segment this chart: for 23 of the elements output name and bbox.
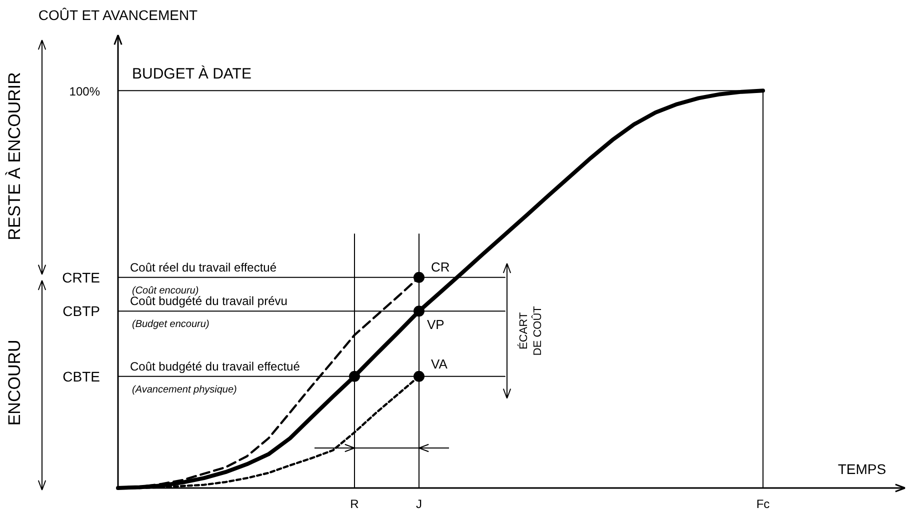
text: CRTE [62, 269, 100, 286]
annotation: VP [427, 317, 444, 332]
annotation: (Budget encouru) [132, 319, 210, 330]
x-tick-label: Fc [756, 497, 770, 511]
annotation: DE COÛT [531, 306, 544, 356]
annotation: (Avancement physique) [132, 384, 237, 396]
y-axis-title: COÛT ET AVANCEMENT [38, 7, 198, 23]
annotation: Coût réel du travail effectué [130, 260, 277, 274]
annotation: CR [431, 259, 450, 274]
annotation: (Coût encouru) [132, 285, 199, 296]
text: BUDGET À DATE [132, 64, 252, 83]
annotation: ÉCART [517, 312, 530, 350]
annotation: VA [431, 356, 448, 372]
text: CBTP [62, 303, 100, 320]
text: RESTE À ENCOURIR [5, 72, 24, 240]
annotation: Coût budgété du travail prévu [130, 294, 288, 308]
annotation: Coût budgété du travail effectué [130, 359, 300, 374]
x-tick-label: J [416, 497, 422, 511]
x-axis-title: TEMPS [838, 461, 886, 477]
text: CBTE [62, 368, 100, 384]
text: ENCOURU [5, 340, 24, 426]
x-tick-label: R [350, 497, 360, 511]
text: 100% [69, 84, 100, 99]
